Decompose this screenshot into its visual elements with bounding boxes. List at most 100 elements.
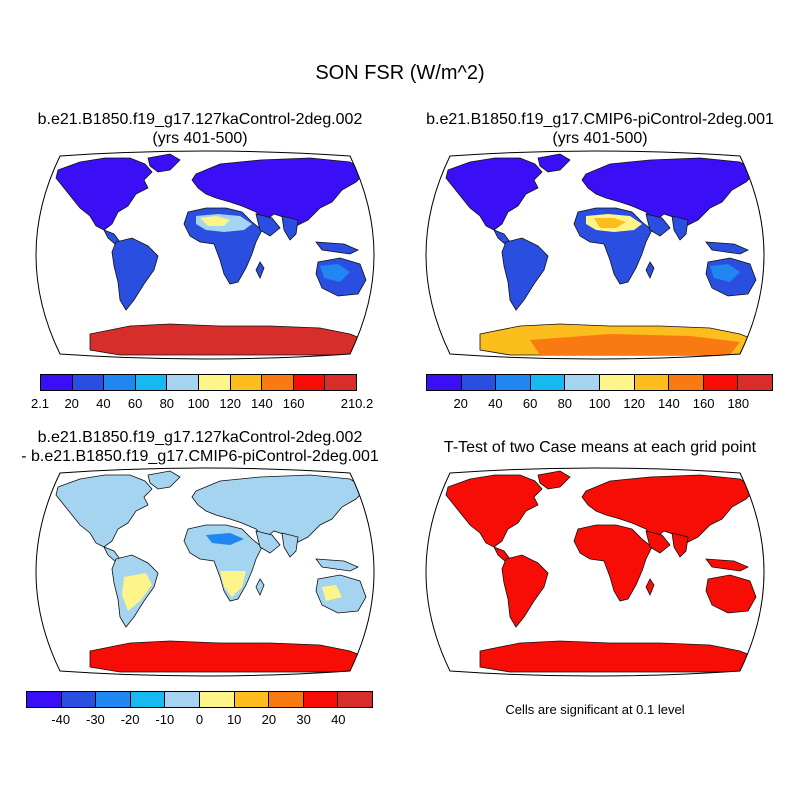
colorbar-tick-label: 20	[261, 712, 277, 727]
colorbar-swatch	[461, 375, 497, 390]
panel-3-title-line1: b.e21.B1850.f19_g17.127kaControl-2deg.00…	[37, 429, 363, 446]
colorbar-1-labels: 2.1 20 40 60 80 100 120 140 160 210.2	[0, 396, 400, 412]
colorbar-swatch	[738, 375, 772, 390]
colorbar-swatch	[496, 375, 531, 390]
colorbar-tick-label: 10	[226, 712, 242, 727]
colorbar-tick-label: 60	[522, 396, 538, 411]
colorbar-2-labels: 20 40 60 80 100 120 140 160 180	[0, 396, 800, 412]
land-arabia	[645, 530, 671, 554]
colorbar-swatch	[338, 692, 372, 707]
colorbar-swatch	[234, 692, 270, 707]
colorbar-tick-label: 120	[219, 396, 242, 411]
colorbar-tick-label: 80	[159, 396, 175, 411]
land-southamerica	[111, 237, 159, 311]
land-indonesia	[315, 241, 359, 255]
land-indonesia	[705, 241, 749, 255]
colorbar-tick-label: 0	[195, 712, 204, 727]
significance-note: Cells are significant at 0.1 level	[505, 702, 685, 717]
south-america-positive	[122, 573, 152, 611]
colorbar-3	[26, 691, 373, 708]
colorbar-tick-label: 20	[453, 396, 468, 411]
colorbar-swatch	[325, 375, 356, 390]
colorbar-swatch	[599, 375, 635, 390]
panel-3-title-line2: - b.e21.B1850.f19_g17.CMIP6-piControl-2d…	[21, 448, 379, 465]
panel-1-title-line2: (yrs 401-500)	[152, 130, 248, 147]
land-indonesia	[705, 558, 749, 572]
map-boundary	[425, 467, 765, 677]
panel-2-title-line1: b.e21.B1850.f19_g17.CMIP6-piControl-2deg…	[426, 111, 774, 128]
colorbar-tick-label: 40	[96, 396, 111, 411]
land-greenland	[147, 153, 181, 173]
land-greenland	[537, 470, 571, 490]
map-panel-1	[35, 150, 375, 360]
land-madagascar	[645, 261, 655, 279]
colorbar-swatch	[634, 375, 670, 390]
colorbar-tick-label: -20	[120, 712, 140, 727]
colorbar-swatch	[199, 692, 235, 707]
colorbar-tick-label: 80	[557, 396, 573, 411]
colorbar-tick-label: -30	[85, 712, 105, 727]
land-newzealand	[371, 609, 374, 625]
map-panel-4	[425, 467, 765, 677]
colorbar-tick-label: 120	[623, 396, 646, 411]
colorbar-tick-label: 20	[64, 396, 79, 411]
colorbar-2	[426, 374, 773, 391]
land-africa	[573, 524, 653, 602]
sahara-bright	[594, 218, 626, 228]
colorbar-swatch	[669, 375, 704, 390]
colorbar-3-labels: -40 -30 -20 -10 0 10 20 30 40	[0, 712, 400, 728]
colorbar-tick-label: 100	[187, 396, 210, 411]
colorbar-swatch	[130, 692, 166, 707]
map-panel-2	[425, 150, 765, 360]
land-newzealand	[761, 609, 764, 625]
land-arabia	[645, 213, 671, 237]
figure-title: SON FSR (W/m^2)	[315, 62, 485, 84]
sahara-bright	[200, 216, 230, 226]
colorbar-swatch	[165, 692, 200, 707]
land-northamerica	[55, 157, 153, 231]
land-northamerica	[55, 474, 153, 548]
panel-4-title: T-Test of two Case means at each grid po…	[400, 438, 800, 457]
colorbar-swatch	[530, 375, 566, 390]
colorbar-tick-label: 30	[296, 712, 311, 727]
map-boundary	[35, 150, 375, 360]
land-india	[281, 532, 299, 558]
land-greenland	[537, 153, 571, 173]
colorbar-tick-label: 2.1	[30, 396, 50, 411]
colorbar-swatch	[303, 692, 339, 707]
panel-2-title: b.e21.B1850.f19_g17.CMIP6-piControl-2deg…	[400, 110, 800, 148]
colorbar-tick-label: 140	[251, 396, 273, 411]
land-greenland	[147, 470, 181, 490]
panel-3-title: b.e21.B1850.f19_g17.127kaControl-2deg.00…	[0, 428, 400, 466]
land-madagascar	[255, 261, 265, 279]
colorbar-tick-label: 160	[692, 396, 715, 411]
colorbar-tick-label: -40	[51, 712, 71, 727]
land-india	[281, 215, 299, 241]
land-northamerica	[445, 157, 543, 231]
land-india	[671, 215, 689, 241]
colorbar-tick-label: 60	[127, 396, 143, 411]
land-newzealand	[371, 292, 374, 308]
colorbar-swatch	[135, 375, 168, 390]
map-boundary	[425, 150, 765, 360]
colorbar-swatch	[262, 375, 294, 390]
colorbar-swatch	[230, 375, 263, 390]
australia-interior	[710, 264, 740, 282]
colorbar-tick-label: 40	[488, 396, 503, 411]
panel-4-title-line1: T-Test of two Case means at each grid po…	[443, 439, 757, 456]
land-australia	[315, 574, 367, 614]
land-india	[671, 532, 689, 558]
land-arabia	[255, 530, 281, 554]
colorbar-tick-label: 160	[282, 396, 305, 411]
colorbar-swatch	[565, 375, 600, 390]
panel-2-title-line2: (yrs 401-500)	[552, 130, 648, 147]
land-madagascar	[645, 578, 655, 596]
land-indonesia	[315, 558, 359, 572]
southern-africa-positive	[220, 571, 246, 597]
colorbar-swatch	[27, 692, 62, 707]
colorbar-swatch	[72, 375, 105, 390]
colorbar-swatch	[167, 375, 199, 390]
colorbar-tick-label: 40	[331, 712, 346, 727]
colorbar-swatch	[269, 692, 304, 707]
panel-1-title-line1: b.e21.B1850.f19_g17.127kaControl-2deg.00…	[37, 111, 363, 128]
